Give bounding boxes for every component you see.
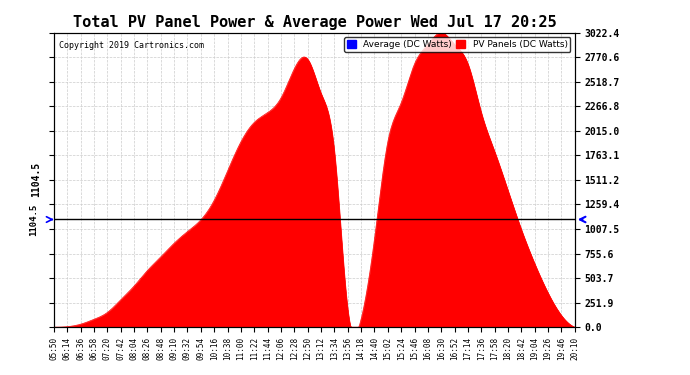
- Legend: Average (DC Watts), PV Panels (DC Watts): Average (DC Watts), PV Panels (DC Watts): [344, 37, 571, 52]
- Y-axis label: 1104.5: 1104.5: [31, 162, 41, 198]
- Text: Copyright 2019 Cartronics.com: Copyright 2019 Cartronics.com: [59, 41, 204, 50]
- Title: Total PV Panel Power & Average Power Wed Jul 17 20:25: Total PV Panel Power & Average Power Wed…: [72, 15, 556, 30]
- Text: 1104.5: 1104.5: [29, 203, 38, 236]
